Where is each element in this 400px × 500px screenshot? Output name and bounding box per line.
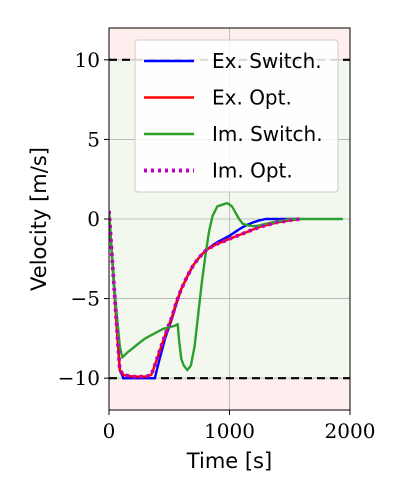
y-axis-label: Velocity [m/s] — [27, 147, 51, 291]
legend: Ex. Switch. Ex. Opt. Im. Switch. Im. Opt. — [134, 39, 339, 193]
x-tick-label: 1000 — [204, 419, 255, 443]
legend-label: Ex. Opt. — [212, 86, 292, 110]
series-lines — [109, 201, 343, 380]
y-tick-label: 10 — [75, 48, 100, 72]
series-line-3 — [109, 201, 343, 372]
x-tick-label: 2000 — [325, 419, 376, 443]
y-tick-label: −10 — [58, 366, 100, 390]
legend-box — [134, 39, 339, 193]
y-tick-label: 5 — [87, 127, 100, 151]
axis-ticks: 0 1000 2000 −10 −5 0 5 10 — [58, 48, 376, 443]
x-axis-label: Time [s] — [186, 449, 272, 473]
series-line-4 — [109, 210, 301, 379]
x-tick-label: 0 — [103, 419, 116, 443]
y-tick-label: 0 — [87, 207, 100, 231]
legend-label: Im. Switch. — [212, 122, 323, 146]
legend-label: Ex. Switch. — [212, 49, 322, 73]
legend-label: Im. Opt. — [212, 159, 293, 183]
y-tick-label: −5 — [71, 287, 100, 311]
